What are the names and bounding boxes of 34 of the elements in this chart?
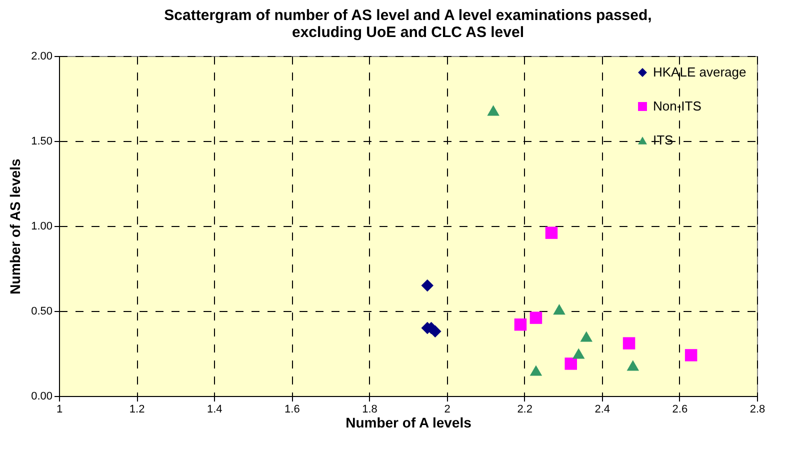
x-tick-label: 2 — [444, 404, 450, 416]
point — [514, 318, 527, 331]
y-tick-label: 0.00 — [31, 390, 52, 402]
x-tick-label: 2.8 — [750, 404, 766, 416]
point — [684, 349, 698, 362]
point — [553, 304, 566, 315]
x-tick-label: 1.2 — [129, 404, 145, 416]
point — [421, 279, 434, 292]
x-tick-label: 2.4 — [594, 404, 610, 416]
legend-label: Non-ITS — [653, 98, 702, 114]
x-tick-label: 1.6 — [284, 404, 300, 416]
point — [626, 360, 640, 371]
point — [580, 331, 592, 342]
y-tick-label: 2.00 — [31, 50, 52, 62]
point — [545, 226, 558, 239]
x-tick-label: 1.8 — [362, 404, 378, 416]
y-tick-label: 1.50 — [31, 136, 52, 148]
x-tick-label: 1.4 — [206, 404, 222, 416]
chart-title: Scattergram of number of AS level and A level examinations passed, excluding UoE and CLC AS level — [164, 7, 652, 41]
x-tick-label: 1 — [56, 404, 63, 416]
point — [530, 312, 542, 324]
x-tick-label: 2.6 — [672, 404, 688, 416]
point — [487, 105, 500, 116]
legend-label: HKALE average — [653, 64, 746, 80]
x-axis-title: Number of A levels — [346, 414, 472, 430]
y-tick-label: 0.50 — [31, 306, 52, 318]
y-axis-title: Number of AS levels — [7, 158, 24, 294]
point — [572, 348, 585, 359]
point — [530, 365, 542, 376]
legend-label: ITS — [653, 132, 674, 148]
y-tick-label: 1.00 — [31, 220, 52, 232]
point — [564, 358, 577, 370]
point — [622, 337, 636, 350]
x-tick-label: 2.2 — [517, 404, 532, 416]
